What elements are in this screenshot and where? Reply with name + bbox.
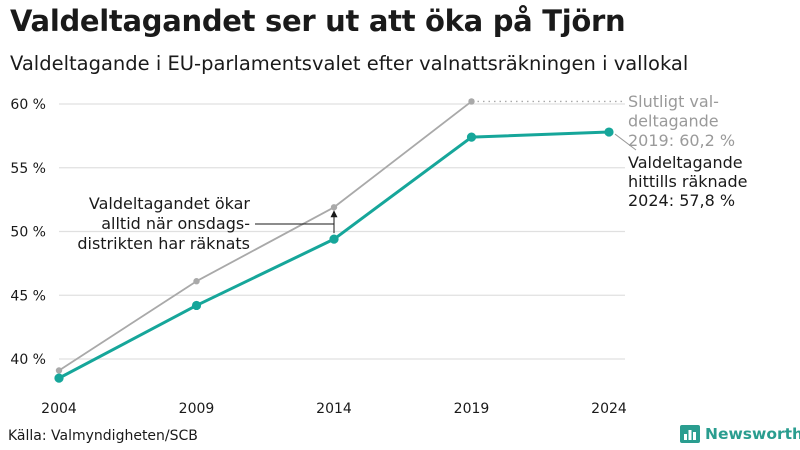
y-tick-label: 40 % (10, 352, 46, 368)
annotation-note: distrikten har räknats (77, 234, 250, 253)
current-label-leader (614, 133, 637, 151)
chart-title: Valdeltagandet ser ut att öka på Tjörn (10, 4, 626, 38)
bar-chart-logo-icon (680, 425, 700, 443)
x-tick-label: 2024 (591, 401, 627, 417)
annotation-note: alltid när onsdags- (101, 214, 250, 233)
note-arrowhead (330, 210, 338, 218)
y-tick-label: 50 % (10, 225, 46, 241)
x-tick-label: 2009 (179, 401, 215, 417)
x-tick-label: 2004 (41, 401, 77, 417)
x-tick-label: 2019 (454, 401, 490, 417)
current-turnout-label: Valdeltagande (628, 153, 743, 172)
annotation-note: Valdeltagandet ökar (89, 194, 251, 213)
chart-subtitle: Valdeltagande i EU-parlamentsvalet efter… (10, 52, 689, 75)
source-note: Källa: Valmyndigheten/SCB (8, 428, 198, 444)
y-tick-label: 55 % (10, 161, 46, 177)
y-tick-label: 60 % (10, 97, 46, 113)
final-turnout-label: 2019: 60,2 % (628, 131, 735, 150)
current-turnout-line (58, 130, 610, 380)
final-turnout-line (58, 100, 473, 372)
current-turnout-label: 2024: 57,8 % (628, 191, 735, 210)
current-turnout-point (604, 127, 614, 137)
final-turnout-point (193, 278, 200, 285)
final-turnout-point (468, 98, 475, 105)
current-turnout-label: hittills räknade (628, 172, 747, 191)
brand-name: Newsworthy (705, 425, 800, 443)
brand-logo: Newsworthy (680, 425, 800, 443)
final-turnout-point (55, 367, 63, 374)
final-turnout-point (330, 204, 338, 211)
current-turnout-point (191, 300, 202, 311)
current-turnout-point (466, 132, 477, 142)
y-tick-label: 45 % (10, 288, 46, 304)
final-turnout-label: deltagande (628, 112, 719, 131)
final-turnout-label: Slutligt val- (628, 92, 719, 111)
x-tick-label: 2014 (316, 401, 352, 417)
current-turnout-point (329, 234, 339, 244)
current-turnout-point (54, 373, 64, 383)
